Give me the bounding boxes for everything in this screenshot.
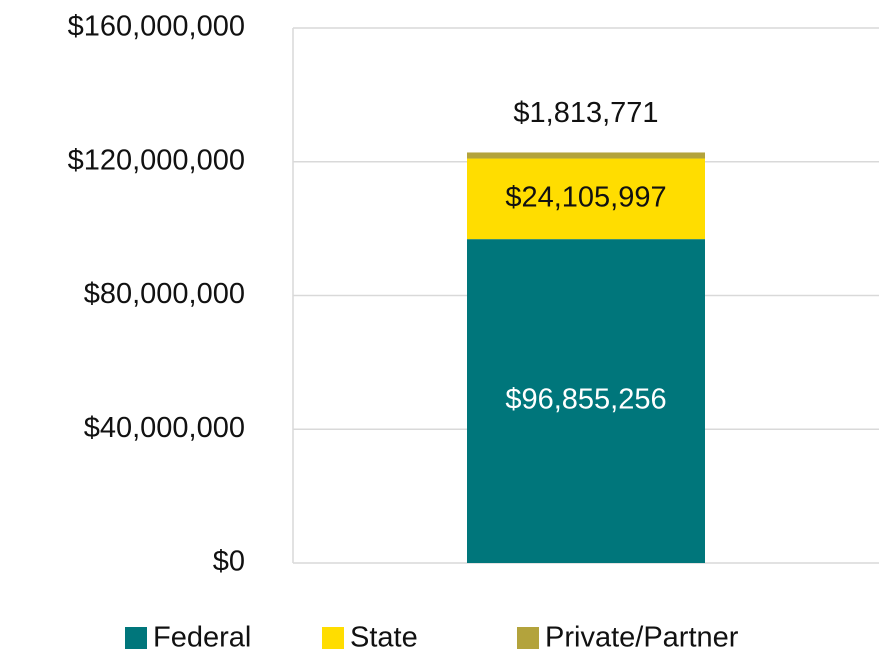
y-tick-label: $0 [213, 546, 245, 578]
data-label: $1,813,771 [513, 97, 658, 129]
legend-swatch [322, 627, 344, 649]
bar-segment [467, 158, 705, 240]
data-label: $96,855,256 [505, 384, 666, 416]
legend-swatch [517, 627, 539, 649]
legend-label: State [350, 622, 418, 654]
legend-swatch [125, 627, 147, 649]
y-tick-label: $40,000,000 [84, 412, 245, 444]
legend-label: Private/Partner [545, 622, 739, 654]
y-tick-label: $120,000,000 [68, 144, 245, 176]
bar-segment [467, 239, 705, 563]
data-label: $24,105,997 [505, 181, 666, 213]
legend-label: Federal [153, 622, 251, 654]
bar-segment [467, 152, 705, 159]
y-tick-label: $80,000,000 [84, 278, 245, 310]
y-tick-label: $160,000,000 [68, 11, 245, 43]
